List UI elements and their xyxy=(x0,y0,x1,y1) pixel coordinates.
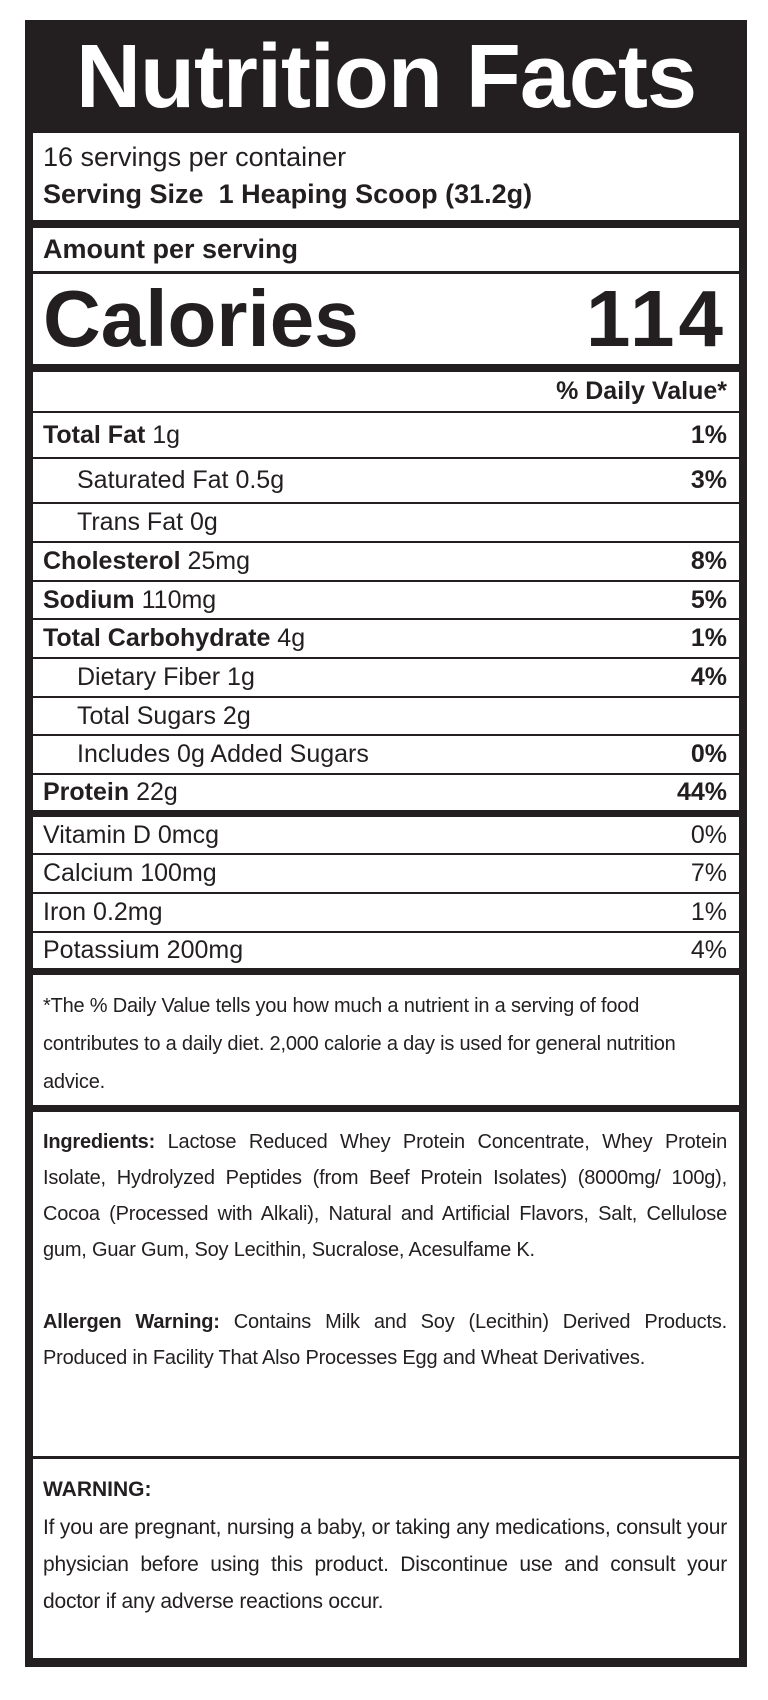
nutrient-label: Protein 22g xyxy=(43,778,178,807)
ingredients-box: Ingredients: Lactose Reduced Whey Protei… xyxy=(33,1112,739,1456)
nutrient-daily-value: 1% xyxy=(690,420,727,449)
nutrient-row: Protein 22g 44% xyxy=(33,775,739,810)
vitamin-daily-value: 7% xyxy=(690,859,727,887)
nutrient-name: Includes 0g Added Sugars xyxy=(77,740,369,768)
nutrient-name: Cholesterol xyxy=(43,547,181,575)
nutrient-label: Includes 0g Added Sugars xyxy=(43,740,369,769)
ingredients: Ingredients: Lactose Reduced Whey Protei… xyxy=(43,1124,727,1268)
nutrient-row: Total Fat 1g 1% xyxy=(33,413,739,457)
nutrient-amount: 2g xyxy=(222,701,251,730)
vitamin-amount: 100mg xyxy=(140,859,217,887)
nutrient-name: Total Carbohydrate xyxy=(43,624,271,652)
calories-label: Calories xyxy=(43,274,359,363)
nutrient-amount: 25mg xyxy=(187,547,251,575)
calories-row: Calories 114 xyxy=(33,274,739,364)
nutrient-row: Cholesterol 25mg 8% xyxy=(33,543,739,580)
footnote: *The % Daily Value tells you how much a … xyxy=(43,995,676,1093)
nutrient-daily-value: 4% xyxy=(690,663,727,691)
vitamin-name: Iron xyxy=(43,898,87,926)
allergen-text: Contains Milk and Soy (Lecithin) Derived… xyxy=(43,1311,728,1369)
vitamin-name: Vitamin D xyxy=(43,820,151,849)
vitamin-daily-value: 4% xyxy=(690,936,727,964)
ingredients-label: Ingredients: xyxy=(43,1131,156,1153)
nutrient-label: Total Fat 1g xyxy=(43,421,180,450)
servings-per-container: 16 servings per container xyxy=(43,142,347,172)
ingredients-text: Lactose Reduced Whey Protein Concentrate… xyxy=(43,1131,727,1261)
nutrient-amount: 4g xyxy=(277,624,306,652)
vitamin-label: Vitamin D 0mcg xyxy=(43,821,219,850)
nutrient-name: Total Fat xyxy=(43,420,146,449)
nutrient-name: Protein xyxy=(43,778,130,806)
nutrition-facts-label: Nutrition Facts 16 servings per containe… xyxy=(25,20,747,1667)
nutrient-daily-value: 8% xyxy=(690,547,727,575)
vitamin-row: Potassium 200mg 4% xyxy=(33,933,739,968)
vitamin-label: Iron 0.2mg xyxy=(43,898,163,927)
footnote-box: *The % Daily Value tells you how much a … xyxy=(33,975,739,1105)
nutrient-amount: 110mg xyxy=(141,585,217,614)
vitamin-amount: 200mg xyxy=(166,936,244,964)
allergen-warning: Allergen Warning: Contains Milk and Soy … xyxy=(43,1304,727,1376)
nutrient-daily-value: 44% xyxy=(676,778,727,806)
vitamin-row: Vitamin D 0mcg 0% xyxy=(33,817,739,853)
vitamin-row: Calcium 100mg 7% xyxy=(33,855,739,892)
vitamin-daily-value: 0% xyxy=(690,820,727,849)
vitamin-label: Calcium 100mg xyxy=(43,859,217,888)
warning-text: If you are pregnant, nursing a baby, or … xyxy=(43,1516,727,1613)
calories-value: 114 xyxy=(585,274,727,363)
allergen-label: Allergen Warning: xyxy=(43,1311,220,1333)
nutrient-row: Includes 0g Added Sugars 0% xyxy=(33,736,739,773)
nutrient-name: Dietary Fiber xyxy=(77,663,221,691)
nutrient-row: Dietary Fiber 1g 4% xyxy=(33,659,739,696)
vitamin-daily-value: 1% xyxy=(690,898,727,926)
vitamin-name: Potassium xyxy=(43,936,160,964)
nutrient-label: Total Sugars 2g xyxy=(43,702,251,731)
serving-info: 16 servings per container Serving Size 1… xyxy=(33,133,739,220)
nutrient-label: Saturated Fat 0.5g xyxy=(43,466,284,495)
nutrient-amount: 22g xyxy=(136,778,178,806)
nutrient-amount: 0.5g xyxy=(235,466,285,494)
title: Nutrition Facts xyxy=(75,26,697,127)
vitamin-row: Iron 0.2mg 1% xyxy=(33,894,739,931)
nutrient-label: Trans Fat 0g xyxy=(43,508,218,537)
nutrient-row: Saturated Fat 0.5g 3% xyxy=(33,459,739,502)
serving-size: Serving Size 1 Heaping Scoop (31.2g) xyxy=(43,175,727,213)
nutrient-name: Trans Fat xyxy=(77,508,184,536)
nutrient-row: Total Carbohydrate 4g 1% xyxy=(33,620,739,657)
daily-value-header-text: % Daily Value* xyxy=(556,377,727,405)
nutrient-row: Sodium 110mg 5% xyxy=(33,582,739,618)
nutrient-label: Total Carbohydrate 4g xyxy=(43,624,305,653)
amount-per-serving: Amount per serving xyxy=(33,228,739,271)
nutrient-label: Dietary Fiber 1g xyxy=(43,663,255,692)
vitamin-amount: 0.2mg xyxy=(93,898,163,926)
nutrient-label: Sodium 110mg xyxy=(43,586,216,615)
nutrient-amount: 0g xyxy=(190,508,218,536)
warning-label: WARNING: xyxy=(43,1478,152,1501)
nutrient-amount: 1g xyxy=(227,663,255,691)
nutrient-name: Total Sugars xyxy=(77,701,216,730)
warning-box: WARNING: If you are pregnant, nursing a … xyxy=(33,1459,739,1658)
nutrient-name: Sodium xyxy=(43,585,135,614)
serving-size-label: Serving Size xyxy=(43,179,204,209)
daily-value-header: % Daily Value* xyxy=(33,372,739,411)
nutrient-name: Saturated Fat xyxy=(77,466,229,494)
nutrient-amount: 1g xyxy=(152,420,181,449)
nutrient-label: Cholesterol 25mg xyxy=(43,547,250,576)
vitamin-name: Calcium xyxy=(43,859,134,887)
nutrient-daily-value: 3% xyxy=(690,466,727,494)
nutrient-daily-value: 1% xyxy=(690,624,727,652)
vitamin-amount: 0mcg xyxy=(157,820,220,849)
title-band: Nutrition Facts xyxy=(25,20,747,133)
amount-per-serving-text: Amount per serving xyxy=(43,234,299,264)
serving-size-value: 1 Heaping Scoop (31.2g) xyxy=(218,179,533,209)
nutrient-row: Total Sugars 2g xyxy=(33,698,739,734)
vitamin-label: Potassium 200mg xyxy=(43,936,243,965)
nutrient-daily-value: 0% xyxy=(690,740,727,768)
nutrient-daily-value: 5% xyxy=(690,585,727,614)
nutrient-row: Trans Fat 0g xyxy=(33,504,739,541)
